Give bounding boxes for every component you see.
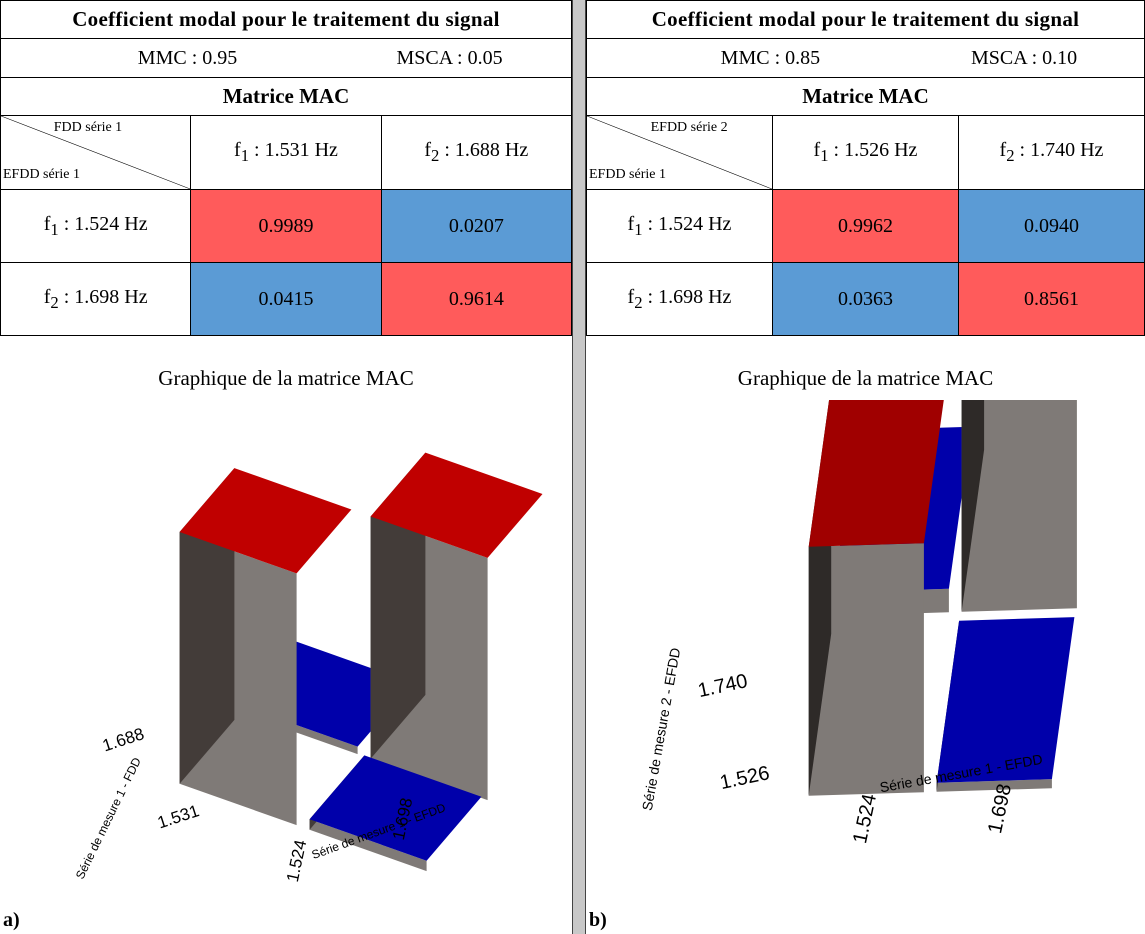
corner-bottom-label: EFDD série 1 bbox=[589, 167, 666, 182]
bar-1.524-1.531 bbox=[179, 468, 352, 826]
bar-front-face bbox=[961, 400, 1077, 612]
diagonal-line bbox=[1, 116, 191, 189]
mac-cell-1-1: 0.9962 bbox=[772, 189, 959, 263]
panel-label: a) bbox=[3, 909, 20, 931]
col-header-2: f2 : 1.688 Hz bbox=[380, 115, 573, 190]
bar-1.698-1.531 bbox=[309, 755, 482, 872]
col-header-1: f1 : 1.531 Hz bbox=[190, 115, 382, 190]
bar-1.698-1.740 bbox=[961, 400, 1077, 612]
bar-top-face bbox=[808, 400, 944, 547]
bar-1.698-1.526 bbox=[936, 617, 1075, 792]
mac-title: Matrice MAC bbox=[586, 77, 1145, 116]
panel-a: Coefficient modal pour le traitement du … bbox=[0, 0, 573, 934]
mmc-value: MMC : 0.85 bbox=[720, 47, 821, 69]
corner-cell: EFDD série 2 EFDD série 1 bbox=[586, 115, 773, 190]
mac-cell-2-1: 0.0363 bbox=[772, 262, 959, 336]
diagonal-line bbox=[587, 116, 772, 189]
bar-top-face bbox=[309, 755, 482, 861]
bar-top-face bbox=[936, 617, 1075, 783]
corner-bottom-label: EFDD série 1 bbox=[3, 167, 80, 182]
mac-cell-1-2: 0.0940 bbox=[958, 189, 1145, 263]
mac-table-a: Coefficient modal pour le traitement du … bbox=[0, 0, 573, 336]
corner-top-label: FDD série 1 bbox=[53, 120, 123, 135]
mac-title: Matrice MAC bbox=[0, 77, 572, 116]
graph-title: Graphique de la matrice MAC bbox=[158, 366, 414, 390]
corner-cell: FDD série 1 EFDD série 1 bbox=[0, 115, 192, 190]
bar-front-face bbox=[309, 819, 427, 872]
coefficients-row: MMC : 0.95 MSCA : 0.05 bbox=[0, 38, 572, 78]
bar-1.698-1.688 bbox=[370, 452, 543, 801]
col-header-2: f2 : 1.740 Hz bbox=[958, 115, 1145, 190]
panel-b: Coefficient modal pour le traitement du … bbox=[586, 0, 1145, 934]
row-header-1: f1 : 1.524 Hz bbox=[586, 189, 773, 263]
y-axis-label: Série de mesure 2 - EFDD bbox=[639, 647, 683, 812]
mac-cell-2-1: 0.0415 bbox=[190, 262, 382, 336]
corner-top-label: EFDD série 2 bbox=[650, 120, 728, 135]
table-title: Coefficient modal pour le traitement du … bbox=[586, 0, 1145, 39]
coefficients-row: MMC : 0.85 MSCA : 0.10 bbox=[586, 38, 1145, 78]
mac-cell-1-1: 0.9989 bbox=[190, 189, 382, 263]
bar-side-face bbox=[179, 468, 235, 784]
mac-cell-2-2: 0.9614 bbox=[380, 262, 573, 336]
row-header-1: f1 : 1.524 Hz bbox=[0, 189, 192, 263]
bar-1.524-1.526 bbox=[808, 400, 944, 796]
row-header-2: f2 : 1.698 Hz bbox=[0, 262, 192, 336]
x-tick-label: 1.524 bbox=[849, 792, 881, 846]
bar-top-face bbox=[370, 452, 543, 558]
bar-side-face bbox=[961, 400, 985, 612]
mmc-value: MMC : 0.95 bbox=[137, 47, 238, 69]
panel-divider bbox=[572, 0, 586, 934]
bar-top-face bbox=[179, 468, 352, 574]
y-tick-label: 1.526 bbox=[718, 762, 772, 794]
panel-label: b) bbox=[589, 909, 607, 931]
y-tick-label: 1.688 bbox=[100, 724, 146, 755]
mac-table-b: Coefficient modal pour le traitement du … bbox=[586, 0, 1145, 336]
x-tick-label: 1.524 bbox=[283, 838, 310, 884]
y-axis-label: Série de mesure 1 - FDD bbox=[73, 755, 144, 881]
bar-front-face bbox=[808, 543, 924, 796]
msca-value: MSCA : 0.05 bbox=[396, 47, 503, 69]
msca-value: MSCA : 0.10 bbox=[971, 47, 1078, 69]
y-tick-label: 1.740 bbox=[696, 670, 750, 702]
bar-front-face bbox=[936, 779, 1052, 792]
table-title: Coefficient modal pour le traitement du … bbox=[0, 0, 572, 39]
y-tick-label: 1.531 bbox=[155, 801, 201, 832]
col-header-1: f1 : 1.526 Hz bbox=[772, 115, 959, 190]
graph-title: Graphique de la matrice MAC bbox=[737, 366, 994, 390]
row-header-2: f2 : 1.698 Hz bbox=[586, 262, 773, 336]
mac-cell-1-2: 0.0207 bbox=[380, 189, 573, 263]
mac-cell-2-2: 0.8561 bbox=[958, 262, 1145, 336]
